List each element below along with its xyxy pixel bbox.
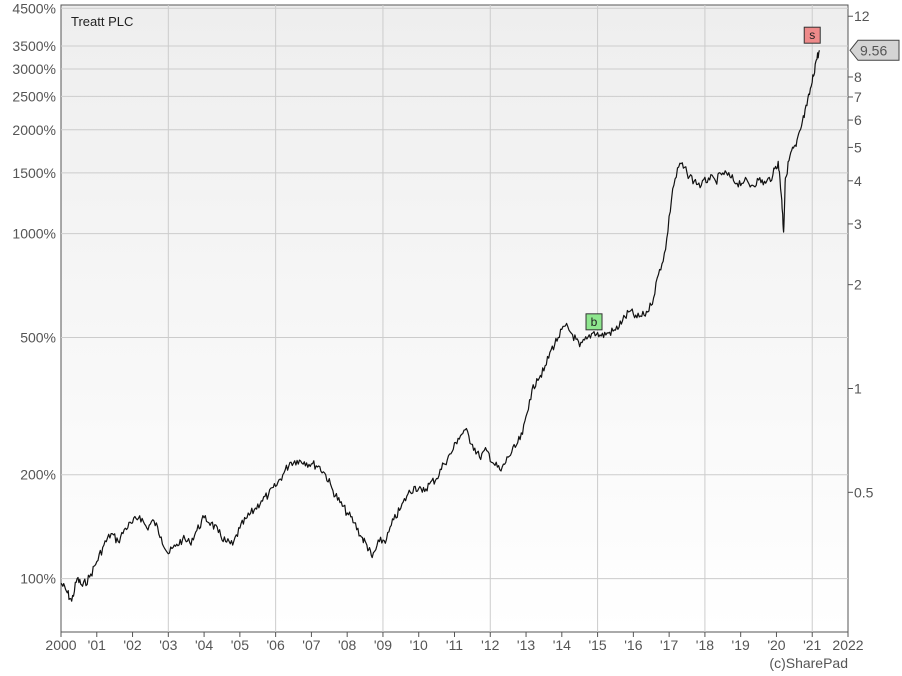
last-value-label: 9.56 [860, 42, 887, 58]
x-tick-label: '12 [481, 637, 499, 653]
x-tick-label: '05 [231, 637, 249, 653]
right-tick-label: 14 [854, 0, 870, 1]
left-axis: 100% 200% 500% 1000% 1500% 2000% 2500% 3000% 350… [12, 0, 56, 586]
x-tick-label: 2000 [45, 637, 76, 653]
x-tick-label: '02 [123, 637, 141, 653]
x-tick-label: '07 [302, 637, 320, 653]
x-tick-label: '10 [410, 637, 428, 653]
last-value-tag: 9.56 [849, 39, 900, 61]
plot-area [60, 4, 849, 633]
left-tick-label: 500% [20, 329, 56, 345]
left-tick-label: 1500% [12, 165, 56, 181]
x-tick-label: '14 [553, 637, 571, 653]
x-tick-label: '03 [159, 637, 177, 653]
x-tick-label: '15 [588, 637, 606, 653]
trade-marker-label: b [591, 315, 598, 329]
right-tick-label: 8 [854, 69, 862, 85]
right-tick-label: 12 [854, 8, 870, 24]
trade-marker-s [803, 26, 821, 44]
right-tick-label: 3 [854, 216, 862, 232]
x-tick-label: '18 [696, 637, 714, 653]
left-tick-label: 2500% [12, 88, 56, 104]
left-tick-label: 4500% [12, 0, 56, 16]
left-tick-label: 1000% [12, 226, 56, 242]
x-tick-label: '06 [267, 637, 285, 653]
right-tick-label: 6 [854, 112, 862, 128]
left-tick-label: 3000% [12, 61, 56, 77]
right-tick-label: 1 [854, 380, 862, 396]
x-tick-label: '17 [660, 637, 678, 653]
chart-title: Treatt PLC [71, 14, 133, 29]
right-tick-label: 7 [854, 89, 862, 105]
x-axis: 2000 '01 '02 '03 '04 '05 '06 '07 '08 '09 '10 '11 '12… [45, 632, 864, 653]
x-tick-label: '13 [517, 637, 535, 653]
right-tick-label: 0.5 [854, 484, 874, 500]
x-tick-label: '04 [195, 637, 213, 653]
right-tick-label: 5 [854, 139, 862, 155]
left-tick-label: 2000% [12, 122, 56, 138]
grid [61, 5, 848, 632]
left-tick-label: 100% [20, 571, 56, 587]
x-tick-label: '21 [803, 637, 821, 653]
last-value-tag-shape [849, 39, 900, 61]
trade-marker-label: s [809, 28, 815, 42]
x-tick-label: '19 [732, 637, 750, 653]
left-tick-label: 3500% [12, 38, 56, 54]
x-tick-label: '01 [88, 637, 106, 653]
x-tick-label: '20 [767, 637, 785, 653]
left-tick-label: 200% [20, 467, 56, 483]
x-tick-label: '08 [338, 637, 356, 653]
trade-markers: bs [585, 26, 821, 331]
right-tick-label: 2 [854, 277, 862, 293]
x-tick-label: '16 [624, 637, 642, 653]
right-tick-label: 4 [854, 173, 862, 189]
x-tick-label: '09 [374, 637, 392, 653]
x-tick-label: 2022 [832, 637, 863, 653]
credit-label: (c)SharePad [769, 655, 848, 671]
right-axis: 0.5123456781214 [848, 0, 874, 500]
trade-marker-b [585, 313, 603, 331]
x-tick-label: '11 [446, 637, 463, 653]
price-line [60, 50, 820, 602]
